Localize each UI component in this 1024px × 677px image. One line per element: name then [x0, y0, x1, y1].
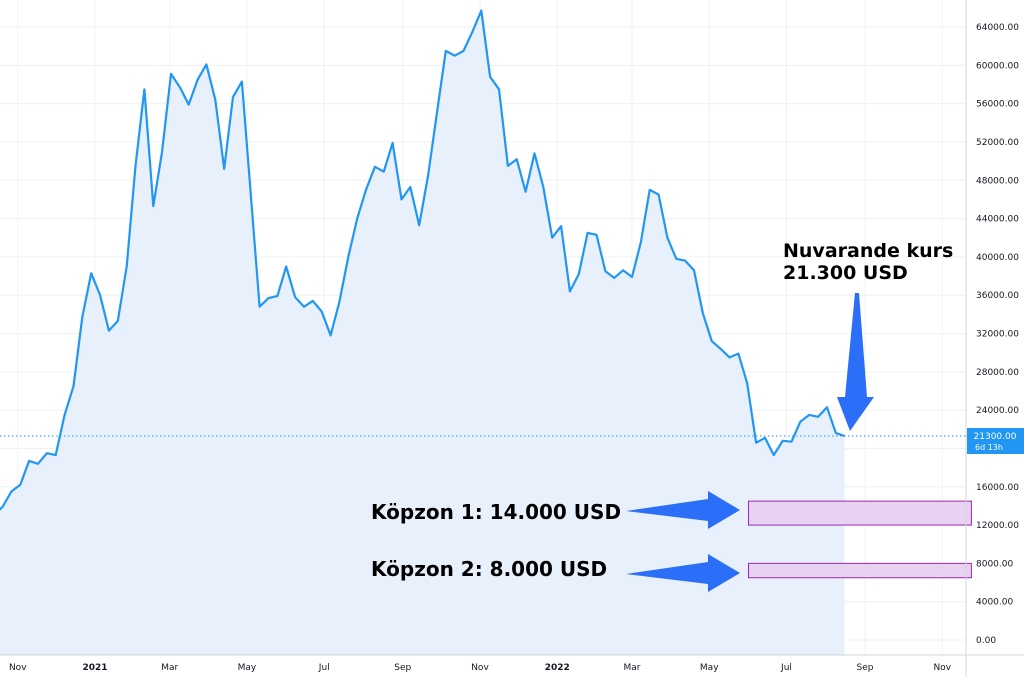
series-area — [0, 10, 845, 655]
x-tick-label: Nov — [9, 663, 27, 673]
price-label-box — [967, 427, 1024, 454]
y-tick-label: 56000.00 — [976, 100, 1019, 110]
y-tick-label: 24000.00 — [976, 406, 1019, 416]
x-tick-label: Nov — [471, 663, 489, 673]
series-line — [0, 9, 846, 511]
current-price-annotation-line2: 21.300 USD — [783, 262, 908, 284]
price-label: 21300.00 — [974, 432, 1017, 442]
y-tick-label: 52000.00 — [976, 138, 1019, 148]
zone1-annotation: Köpzon 1: 14.000 USD — [371, 500, 621, 524]
y-tick-label: 28000.00 — [976, 368, 1019, 378]
x-tick-label: May — [700, 663, 719, 673]
x-tick-label: Sep — [394, 663, 411, 673]
y-tick-label: 16000.00 — [976, 483, 1019, 493]
y-tick-label: 40000.00 — [976, 253, 1019, 263]
y-tick-label: 60000.00 — [976, 61, 1019, 71]
x-tick-label: 2021 — [82, 663, 107, 673]
y-tick-label: 32000.00 — [976, 330, 1019, 340]
current-price-arrow — [837, 293, 874, 431]
y-tick-label: 36000.00 — [976, 291, 1019, 301]
y-tick-label: 0.00 — [976, 636, 996, 646]
y-tick-label: 8000.00 — [976, 559, 1013, 569]
zone2-arrow — [626, 554, 740, 592]
y-tick-label: 12000.00 — [976, 521, 1019, 531]
x-tick-label: Jul — [318, 663, 330, 673]
y-tick-label: 4000.00 — [976, 598, 1013, 608]
x-tick-label: 2022 — [545, 663, 570, 673]
y-tick-label: 44000.00 — [976, 215, 1019, 225]
buy-zone-1 — [747, 500, 972, 526]
zone2-annotation: Köpzon 2: 8.000 USD — [371, 557, 607, 581]
x-tick-label: Mar — [161, 663, 178, 673]
price-countdown-label: 6d 13h — [975, 443, 1003, 452]
current-price-annotation-line1: Nuvarande kurs — [783, 240, 953, 262]
y-tick-label: 64000.00 — [976, 23, 1019, 33]
y-tick-label: 48000.00 — [976, 176, 1019, 186]
x-tick-label: May — [238, 663, 257, 673]
x-tick-label: Sep — [857, 663, 874, 673]
x-tick-label: Jul — [780, 663, 792, 673]
buy-zone-2 — [747, 562, 972, 579]
zone1-arrow — [626, 491, 740, 529]
x-tick-label: Nov — [933, 663, 951, 673]
x-tick-label: Mar — [623, 663, 640, 673]
